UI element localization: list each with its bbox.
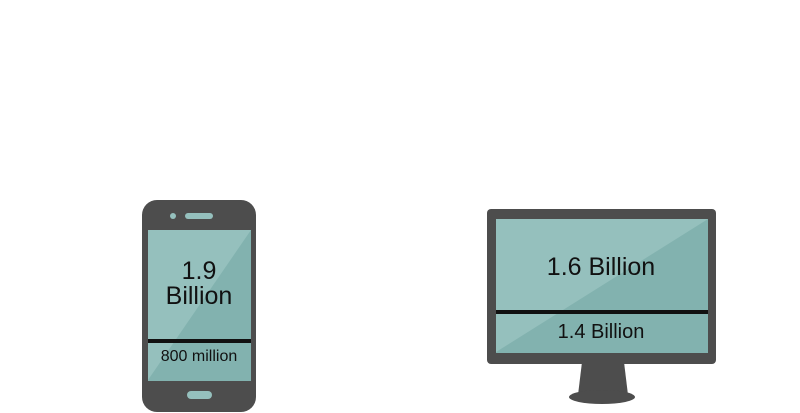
desktop-monitor-icon: 1.6 Billion 1.4 Billion [487, 209, 716, 404]
phone-home-button [187, 391, 212, 399]
phone-speaker [185, 213, 213, 219]
smartphone-icon: 1.9 Billion 800 million [142, 200, 256, 412]
monitor-neck [578, 362, 628, 395]
phone-upper-value-line2: Billion [166, 282, 233, 310]
phone-camera-dot [170, 213, 176, 219]
phone-lower-value: 800 million [161, 348, 237, 365]
phone-upper-value-line1: 1.9 [182, 257, 217, 285]
monitor-screen-shade [496, 219, 708, 353]
desktop-upper-value: 1.6 Billion [547, 253, 655, 281]
desktop-lower-value: 1.4 Billion [558, 321, 645, 343]
phone-screen-shade [148, 230, 251, 381]
monitor-base [569, 390, 635, 404]
